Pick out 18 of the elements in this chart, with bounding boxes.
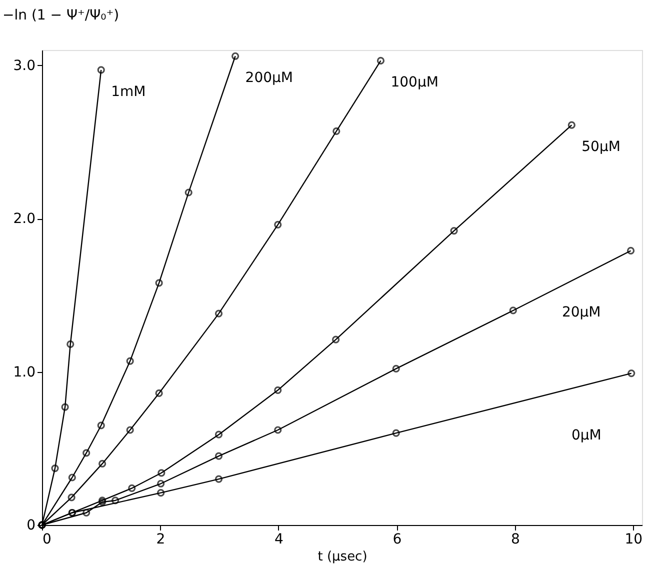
series-label: 1mM xyxy=(111,84,146,100)
y-tick-label: 1.0 xyxy=(13,364,36,380)
x-tick-label: 0 xyxy=(42,532,52,548)
y-tick-label: 2.0 xyxy=(13,211,36,228)
x-axis-title: t (μsec) xyxy=(318,550,368,564)
series-label: 50μM xyxy=(582,139,620,156)
series-label: 200μM xyxy=(245,70,294,86)
x-tick-label: 10 xyxy=(624,532,643,548)
x-tick-label: 4 xyxy=(274,532,284,548)
text: 0μM xyxy=(571,427,602,444)
series-label: 20μM xyxy=(562,304,601,321)
x-tick-label: 2 xyxy=(156,532,166,548)
y-tick-label: 3.0 xyxy=(13,58,36,74)
y-axis-title: −ln (1 − Ψ⁺/Ψ₀⁺) xyxy=(2,8,120,24)
series-label: 100μM xyxy=(390,74,438,91)
y-tick-label: 0 xyxy=(26,518,36,534)
x-tick-label: 8 xyxy=(510,532,520,548)
x-tick-label: 6 xyxy=(392,532,402,548)
